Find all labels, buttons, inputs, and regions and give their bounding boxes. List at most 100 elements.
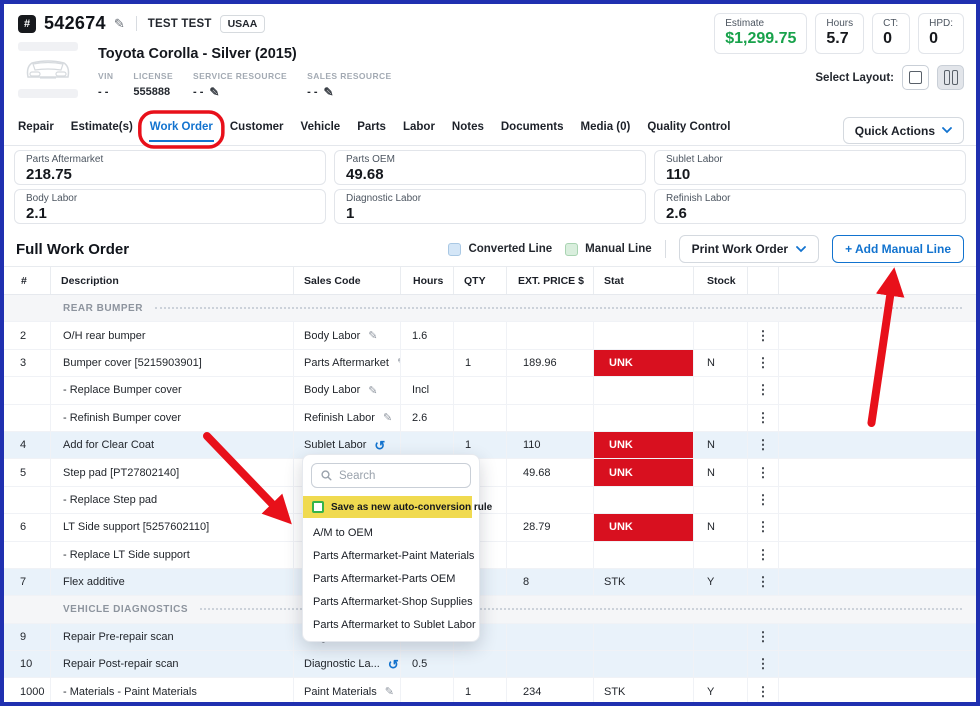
stat-badge: UNK — [594, 431, 693, 459]
summary-box-diagnostic-labor: Diagnostic Labor 1 — [334, 189, 646, 224]
tab-bar: Repair Estimate(s) Work Order Customer Vehic… — [4, 115, 976, 146]
table-row: - Replace LT Side support ⋮ — [4, 541, 976, 569]
work-order-controls: Converted Line Manual Line Print Work Ord… — [448, 235, 964, 263]
vehicle-title: Toyota Corolla - Silver (2015) — [98, 46, 297, 62]
undo-conversion-icon[interactable]: ↺ — [374, 437, 386, 453]
save-auto-conversion-label: Save as new auto-conversion rule — [331, 501, 493, 513]
edit-sales-code-icon[interactable]: ✎ — [384, 686, 394, 699]
kebab-menu-icon[interactable]: ⋮ — [756, 409, 770, 425]
save-auto-conversion-row[interactable]: Save as new auto-conversion rule — [303, 496, 492, 518]
legend-manual-line: Manual Line — [565, 242, 652, 256]
cell-line-number — [4, 377, 51, 404]
cell-hours: Incl — [401, 377, 454, 404]
cell-description: Step pad [PT27802140] — [51, 459, 294, 486]
stat-boxes: Estimate $1,299.75 Hours 5.7 CT: 0 HPD: 0 — [714, 13, 964, 54]
kebab-menu-icon[interactable]: ⋮ — [756, 574, 770, 590]
section-body: VEHICLE DIAGNOSTICS — [51, 596, 976, 622]
legend-swatch — [565, 242, 579, 256]
car-icon — [26, 60, 70, 79]
tab-notes[interactable]: Notes — [451, 121, 484, 133]
kebab-menu-icon[interactable]: ⋮ — [756, 519, 770, 535]
dropdown-item-parts-aftermarket-to-sublet-labor[interactable]: Parts Aftermarket to Sublet Labor — [313, 618, 476, 631]
sales-code-text: Diagnostic La... — [304, 658, 380, 671]
tab-estimate-s[interactable]: Estimate(s) — [70, 121, 133, 133]
edit-ro-icon[interactable]: ✎ — [113, 16, 125, 31]
cell-stock: N — [694, 459, 748, 486]
section-num-cell — [4, 596, 51, 622]
split-layout-button[interactable] — [937, 65, 964, 90]
cell-qty — [454, 568, 507, 596]
cell-stat: STK — [594, 568, 694, 596]
tab-media-0[interactable]: Media (0) — [580, 121, 631, 133]
tab-quality-control[interactable]: Quality Control — [647, 121, 731, 133]
cell-description: Repair Post-repair scan — [51, 651, 294, 678]
single-layout-button[interactable] — [902, 65, 929, 90]
tab-labor[interactable]: Labor — [402, 121, 435, 133]
edit-sales-code-icon[interactable]: ✎ — [382, 412, 393, 425]
undo-conversion-icon[interactable]: ↺ — [387, 656, 399, 672]
split-layout-icon — [943, 70, 950, 85]
cell-stock: N — [694, 349, 748, 377]
table-row: 1000- Materials - Paint Materials Paint M… — [4, 678, 976, 702]
edit-sales-code-icon[interactable]: ✎ — [397, 356, 400, 369]
cell-stat — [594, 623, 694, 651]
edit-sales-resource-icon[interactable]: ✎ — [323, 85, 334, 99]
kebab-menu-icon[interactable]: ⋮ — [756, 491, 770, 507]
kebab-menu-icon[interactable]: ⋮ — [756, 683, 770, 699]
stat-value: 0 — [929, 30, 938, 47]
column-header-qty: QTY — [454, 267, 507, 294]
kebab-menu-icon[interactable]: ⋮ — [756, 656, 770, 672]
tab-customer[interactable]: Customer — [229, 121, 284, 133]
cell-actions: ⋮ — [748, 349, 779, 377]
dropdown-item-parts-aftermarket-paint-materials[interactable]: Parts Aftermarket-Paint Materials — [313, 549, 475, 562]
dropdown-item-parts-aftermarket-parts-oem[interactable]: Parts Aftermarket-Parts OEM — [313, 572, 456, 585]
kebab-menu-icon[interactable]: ⋮ — [756, 546, 770, 562]
cell-actions: ⋮ — [748, 431, 779, 459]
cell-description: - Replace LT Side support — [51, 541, 294, 568]
cell-ext-price: 234 — [507, 678, 594, 702]
stat-label: CT: — [883, 18, 899, 29]
dropdown-item-parts-aftermarket-shop-supplies[interactable]: Parts Aftermarket-Shop Supplies — [313, 595, 473, 608]
tab-vehicle[interactable]: Vehicle — [300, 121, 341, 133]
tab-documents[interactable]: Documents — [500, 121, 564, 133]
kebab-menu-icon[interactable]: ⋮ — [756, 437, 770, 453]
tab-parts[interactable]: Parts — [357, 121, 386, 133]
kebab-menu-icon[interactable]: ⋮ — [756, 464, 770, 480]
cell-line-number: 3 — [4, 349, 51, 377]
tab-work-order[interactable]: Work Order — [148, 115, 214, 142]
summary-label: Sublet Labor — [666, 154, 723, 165]
kebab-menu-icon[interactable]: ⋮ — [756, 628, 770, 644]
cell-actions: ⋮ — [748, 541, 779, 568]
cell-stat: STK — [594, 678, 694, 702]
cell-hours: 0.5 — [401, 651, 454, 678]
search-input[interactable]: Search — [311, 463, 471, 488]
add-manual-line-button[interactable]: + Add Manual Line — [832, 235, 964, 263]
cell-description: O/H rear bumper — [51, 322, 294, 349]
quick-actions-button[interactable]: Quick Actions — [842, 117, 964, 144]
tab-repair[interactable]: Repair — [18, 121, 54, 133]
vehicle-thumbnail — [16, 42, 80, 98]
summary-value: 2.6 — [666, 205, 687, 222]
kebab-menu-icon[interactable]: ⋮ — [756, 382, 770, 398]
cell-stat — [594, 404, 694, 431]
column-header-stock: Stock — [694, 267, 748, 294]
cell-stat — [594, 541, 694, 568]
cell-line-number: 1000 — [4, 678, 51, 702]
legend-swatch — [448, 242, 462, 256]
cell-ext-price: 49.68 — [507, 459, 594, 486]
kebab-menu-icon[interactable]: ⋮ — [756, 354, 770, 370]
print-work-order-button[interactable]: Print Work Order — [678, 235, 820, 263]
edit-sales-code-icon[interactable]: ✎ — [368, 384, 378, 397]
stat-box-ct: CT: 0 — [872, 13, 911, 54]
table-row: - Refinish Bumper cover Refinish Labor ✎ 2.… — [4, 404, 976, 432]
dropdown-item-a-m-to-oem[interactable]: A/M to OEM — [313, 526, 373, 539]
work-order-header: Full Work Order Converted Line Manual Lin… — [16, 233, 964, 265]
stat-label: HPD: — [929, 18, 953, 29]
edit-service-resource-icon[interactable]: ✎ — [209, 85, 220, 99]
save-auto-conversion-checkbox[interactable] — [312, 501, 324, 513]
kebab-menu-icon[interactable]: ⋮ — [756, 327, 770, 343]
work-order-table: # Description Sales Code Hours QTY EXT. PRICE… — [4, 266, 976, 702]
edit-sales-code-icon[interactable]: ✎ — [368, 330, 378, 343]
chevron-down-icon — [796, 245, 806, 252]
